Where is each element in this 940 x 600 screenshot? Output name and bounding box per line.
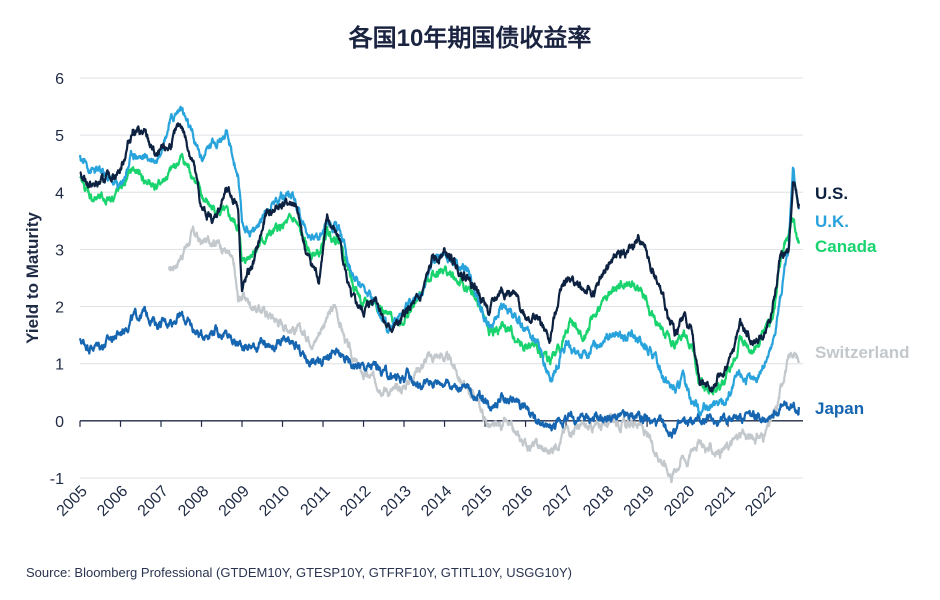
series-label: Canada (815, 237, 877, 256)
y-tick-label: 4 (55, 185, 64, 202)
x-tick-label: 2014 (418, 483, 455, 520)
series-line-switzerland (168, 225, 800, 484)
x-tick-label: 2008 (175, 483, 212, 520)
y-tick-label: 2 (55, 300, 64, 317)
y-tick-label: 0 (55, 414, 64, 431)
source-note: Source: Bloomberg Professional (GTDEM10Y… (26, 565, 572, 580)
x-tick-label: 2005 (54, 483, 91, 520)
x-tick-label: 2007 (135, 483, 172, 520)
x-tick-label: 2022 (742, 483, 779, 520)
x-tick-label: 2017 (540, 483, 577, 520)
series-layer (78, 105, 800, 484)
series-label: U.S. (815, 184, 848, 203)
y-tick-label: 6 (55, 71, 64, 88)
y-axis-title: Yield to Maturity (23, 212, 42, 344)
y-tick-label: -1 (50, 471, 64, 488)
grid-layer (80, 77, 803, 479)
x-tick-label: 2019 (621, 483, 658, 520)
series-line-canada (79, 152, 800, 396)
x-tick-label: 2015 (459, 483, 496, 520)
y-tick-label: 5 (55, 128, 64, 145)
y-tick-label: 1 (55, 357, 64, 374)
series-label: Japan (815, 399, 864, 418)
x-tick-label: 2018 (580, 483, 617, 520)
y-axis: 6 5 4 3 2 1 0 -1 (50, 71, 64, 488)
series-labels: Switzerland Japan Canada U.K. U.S. (815, 184, 909, 418)
chart-title: 各国10年期国债收益率 (348, 25, 592, 52)
series-label: Switzerland (815, 343, 909, 362)
x-tick-label: 2013 (378, 483, 415, 520)
y-tick-label: 3 (55, 242, 64, 259)
x-tick-label: 2012 (337, 483, 374, 520)
series-label: U.K. (815, 212, 849, 231)
x-tick-label: 2006 (94, 483, 131, 520)
x-tick-label: 2016 (499, 483, 536, 520)
x-tick-label: 2009 (216, 483, 253, 520)
x-tick-label: 2021 (702, 483, 739, 520)
x-tick-label: 2011 (298, 483, 334, 519)
x-tick-label: 2020 (661, 483, 698, 520)
series-line-u-s (79, 122, 800, 393)
series-line-japan (78, 305, 800, 439)
x-tick-label: 2010 (256, 483, 293, 520)
